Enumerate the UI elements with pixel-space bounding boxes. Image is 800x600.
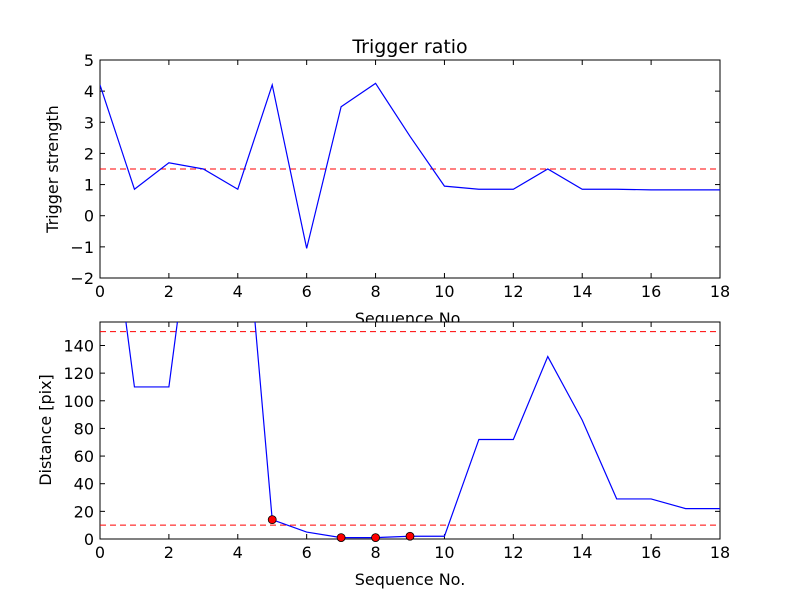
- x-tick-label: 4: [233, 543, 243, 562]
- data-point-marker: [405, 531, 415, 541]
- data-point-marker: [371, 533, 380, 543]
- axis-ticks: 0 2 4 6 8 10 12 14 16 18 0 20 40 60 80 100 120 140: [63, 322, 730, 562]
- marker-group: [267, 515, 415, 543]
- y-tick-label: 0: [84, 530, 94, 549]
- x-tick-label: 2: [164, 543, 174, 562]
- threshold-lines: [100, 331, 720, 526]
- y-tick-label: 4: [84, 82, 94, 101]
- x-tick-label: 8: [370, 543, 380, 562]
- x-tick-label: 2: [164, 282, 174, 301]
- series-line: [100, 82, 720, 249]
- x-tick-label: 6: [302, 543, 312, 562]
- y-tick-label: 140: [63, 336, 94, 355]
- x-tick-label: 16: [641, 543, 661, 562]
- plot-frame: [99, 321, 721, 540]
- x-axis-label: Sequence No.: [355, 570, 466, 589]
- x-tick-label: 12: [503, 543, 523, 562]
- x-tick-label: 12: [503, 282, 523, 301]
- y-tick-label: 1: [84, 176, 94, 195]
- y-tick-label: 3: [84, 113, 94, 132]
- y-tick-label: −2: [70, 269, 94, 288]
- x-tick-label: 14: [572, 543, 592, 562]
- y-tick-label: 5: [84, 51, 94, 70]
- y-tick-label: 60: [74, 447, 94, 466]
- y-tick-label: 2: [84, 144, 94, 163]
- y-tick-label: −1: [70, 238, 94, 257]
- x-tick-label: 14: [572, 282, 592, 301]
- y-tick-label: 80: [74, 419, 94, 438]
- data-point-marker: [336, 533, 346, 543]
- x-tick-label: 10: [434, 282, 454, 301]
- y-tick-label: 100: [63, 392, 94, 411]
- x-tick-label: 10: [434, 543, 454, 562]
- x-tick-label: 0: [95, 282, 105, 301]
- y-tick-label: 20: [74, 502, 94, 521]
- x-tick-label: 0: [95, 543, 105, 562]
- x-tick-label: 4: [233, 282, 243, 301]
- series-group: [100, 82, 720, 249]
- x-tick-label: 18: [710, 543, 730, 562]
- y-axis-label: Distance [pix]: [36, 374, 55, 486]
- y-tick-label: 120: [63, 364, 94, 383]
- x-tick-label: 6: [302, 282, 312, 301]
- trigger-ratio-chart: Trigger ratio 0 2 4 6 8 10 12 14 16 18−2−1012345 …: [43, 36, 730, 328]
- x-tick-label: 8: [370, 282, 380, 301]
- x-tick-label: 16: [641, 282, 661, 301]
- distance-chart: 0 2 4 6 8 10 12 14 16 18 0 20 40 60 80 100 120 140 Sequen…: [36, 321, 730, 589]
- chart-title: Trigger ratio: [351, 36, 467, 58]
- y-tick-label: 40: [74, 475, 94, 494]
- y-axis-label: Trigger strength: [43, 105, 62, 234]
- data-point-marker: [267, 515, 277, 525]
- x-tick-label: 18: [710, 282, 730, 301]
- y-tick-label: 0: [84, 207, 94, 226]
